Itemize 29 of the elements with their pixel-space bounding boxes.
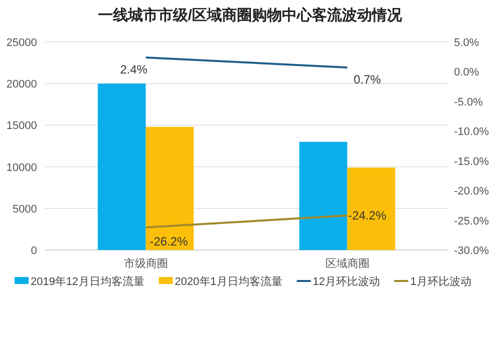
data-label: -26.2% — [150, 234, 188, 248]
bar — [347, 168, 396, 250]
y2-tick-label: -20.0% — [454, 186, 490, 198]
y2-tick-label: 5.0% — [454, 37, 480, 49]
data-label: 2.4% — [120, 62, 148, 76]
y2-tick-label: 0.0% — [454, 66, 480, 79]
y2-tick-label: -10.0% — [454, 126, 490, 138]
y-tick-label: 0 — [30, 245, 37, 257]
y-tick-label: 25000 — [6, 37, 37, 49]
y2-tick-label: -5.0% — [454, 96, 483, 108]
y-tick-label: 20000 — [6, 78, 37, 91]
y2-tick-label: -15.0% — [454, 156, 490, 168]
y2-tick-label: -25.0% — [454, 215, 490, 228]
x-tick-label: 区域商圈 — [325, 257, 370, 270]
x-tick-label: 市级商圈 — [124, 257, 168, 270]
legend-label: 2020年1月日均客流量 — [174, 275, 282, 288]
y-tick-label: 5000 — [12, 203, 37, 216]
legend-label: 12月环比波动 — [312, 275, 380, 288]
bar — [299, 142, 348, 250]
legend-label: 1月环比波动 — [410, 275, 472, 288]
legend-label: 2019年12月日均客流量 — [30, 275, 144, 288]
data-label: 0.7% — [354, 72, 382, 87]
chart-title: 一线城市市级/区域商圈购物中心客流波动情况 — [98, 6, 404, 24]
y-tick-label: 15000 — [6, 120, 37, 132]
y-tick-label: 10000 — [6, 162, 37, 174]
y2-tick-label: -30.0% — [454, 245, 490, 257]
bar — [146, 126, 194, 250]
bar — [98, 84, 146, 250]
data-label: -24.2% — [348, 208, 387, 223]
